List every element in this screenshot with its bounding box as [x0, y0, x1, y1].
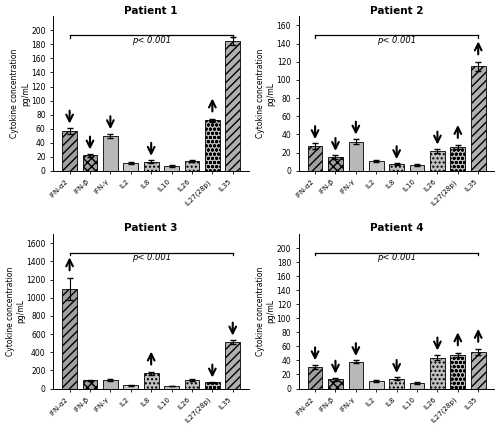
Bar	[124, 163, 138, 171]
Bar	[103, 135, 118, 171]
Text: p< 0.001: p< 0.001	[132, 36, 170, 45]
Bar	[62, 131, 77, 171]
Bar	[226, 41, 240, 171]
Bar	[205, 120, 220, 171]
Bar	[184, 161, 200, 171]
Text: p< 0.001: p< 0.001	[377, 253, 416, 262]
Bar	[328, 379, 343, 389]
Bar	[430, 151, 445, 171]
Bar	[390, 164, 404, 171]
Bar	[328, 157, 343, 171]
Title: Patient 1: Patient 1	[124, 6, 178, 15]
Y-axis label: Cytokine concentration
pg/mL: Cytokine concentration pg/mL	[6, 267, 25, 356]
Bar	[390, 379, 404, 389]
Bar	[144, 162, 158, 171]
Title: Patient 3: Patient 3	[124, 223, 178, 233]
Bar	[308, 146, 322, 171]
Bar	[184, 380, 200, 389]
Bar	[124, 385, 138, 389]
Bar	[348, 141, 363, 171]
Title: Patient 2: Patient 2	[370, 6, 424, 15]
Bar	[430, 358, 445, 389]
Bar	[82, 381, 98, 389]
Y-axis label: Cytokine concentration
pg/mL: Cytokine concentration pg/mL	[256, 49, 276, 138]
Y-axis label: Cytokine concentration
pg/mL: Cytokine concentration pg/mL	[256, 267, 276, 356]
Bar	[348, 362, 363, 389]
Bar	[410, 383, 424, 389]
Bar	[62, 289, 77, 389]
Bar	[450, 355, 465, 389]
Bar	[471, 352, 486, 389]
Bar	[450, 147, 465, 171]
Bar	[226, 342, 240, 389]
Bar	[308, 367, 322, 389]
Title: Patient 4: Patient 4	[370, 223, 424, 233]
Bar	[82, 155, 98, 171]
Bar	[471, 66, 486, 171]
Bar	[144, 373, 158, 389]
Text: p< 0.001: p< 0.001	[132, 253, 170, 262]
Bar	[205, 382, 220, 389]
Text: p< 0.001: p< 0.001	[377, 36, 416, 45]
Bar	[369, 161, 384, 171]
Bar	[369, 381, 384, 389]
Bar	[164, 166, 179, 171]
Bar	[103, 380, 118, 389]
Y-axis label: Cytokine concentration
pg/mL: Cytokine concentration pg/mL	[10, 49, 30, 138]
Bar	[164, 386, 179, 389]
Bar	[410, 165, 424, 171]
